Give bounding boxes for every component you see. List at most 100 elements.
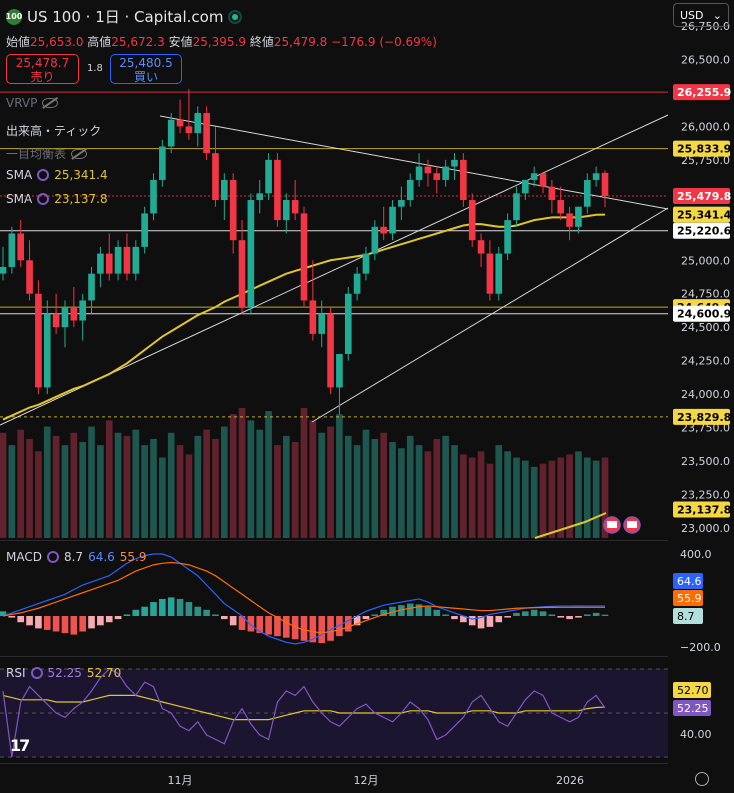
volume-bar [592,460,600,538]
price-label-bg [673,188,730,205]
price-tick-label: 26,500.0 [681,53,730,66]
candle-body [114,246,122,274]
macd-hist-bar [336,616,343,637]
macd-hist-bar [176,598,184,616]
macd-hist-bar [105,616,113,623]
price-label-bg [673,501,730,518]
pane-separator [0,763,668,764]
volume-bar [477,451,485,538]
sma2-label: SMA [6,192,33,206]
pane-separator[interactable] [0,540,668,541]
price-tick-label: 25,750.0 [681,154,730,167]
rsi-value: 52.25 [47,666,82,680]
pane-separator[interactable] [0,656,668,657]
volume-bar [61,445,69,538]
currency-select[interactable]: USD ⌄ [673,3,729,27]
volume-bar [583,457,591,538]
candle-body [150,179,157,214]
candle-body [203,113,210,154]
gear-icon[interactable] [695,772,709,786]
volume-bar [539,463,547,538]
candle-body [247,200,255,308]
settings-icon[interactable] [46,551,59,563]
macd-value: 64.6 [88,550,115,564]
volume-bar [159,457,166,538]
price-tick-label: 24,000.0 [681,388,730,401]
price-tick-label: 23,500.0 [681,455,730,468]
macd-hist-bar [114,616,122,620]
candle-body [460,159,467,201]
volume-bar [433,438,441,538]
macd-hist-bar [0,611,7,616]
sma-slow-line [534,512,607,539]
legend-macd[interactable]: MACD 8.7 64.6 55.9 [6,550,147,564]
legend-ichimoku[interactable]: 一目均衡表 [6,145,88,162]
sell-label: 売り [30,70,55,84]
candle-body [238,240,246,308]
sell-button[interactable]: 25,478.7 売り [6,54,79,84]
eye-hidden-icon[interactable] [42,98,59,108]
candle-body [105,253,113,274]
volume-bar [176,445,184,538]
candle-body [389,206,396,234]
candle-body [522,179,529,194]
candle-body [256,193,264,201]
volume-bar [52,435,60,538]
macd-hist-bar [238,616,246,630]
candle-body [530,173,538,180]
market-status-icon [228,9,243,24]
open-value: 25,653.0 [30,35,84,49]
volume-bar [468,457,476,538]
change-value: −176.9 (−0.69%) [331,35,437,49]
volume-bar [424,451,432,538]
price-tick-label: 24,250.0 [681,355,730,368]
macd-hist-bar [282,616,290,638]
volume-bar [291,442,299,538]
volume-bar [185,454,193,538]
candle-body [274,159,281,221]
symbol-row[interactable]: 100 US 100 · 1日 · Capital.com [6,6,243,27]
price-label-bg [673,408,730,425]
macd-hist-bar [167,597,175,616]
candle-body [185,126,193,134]
volume-bar [229,414,237,538]
candle-body [327,313,334,388]
macd-hist-bar [592,612,600,616]
time-axis-label: 12月 [354,774,379,787]
macd-hist-bar [583,614,591,616]
macd-hist-bar [43,616,51,630]
candle-body [344,293,352,354]
macd-hist-bar [132,609,140,616]
macd-hist-bar [530,609,538,616]
macd-hist-bar [451,616,458,620]
settings-icon[interactable] [37,193,50,205]
low-value: 25,395.9 [192,35,247,49]
candle-body [442,166,449,180]
volume-bar [238,408,246,538]
macd-hist-bar [17,616,25,623]
legend-rsi[interactable]: RSI 52.25 52.70 [6,666,121,680]
symbol-title[interactable]: US 100 · 1日 · Capital.com [27,8,224,26]
sma2-value: 23,137.8 [54,192,108,206]
settings-icon[interactable] [37,169,50,181]
eye-hidden-icon[interactable] [71,148,88,159]
macd-hist-value: 8.7 [63,550,84,564]
legend-sma-1[interactable]: SMA 25,341.4 [6,168,108,182]
buy-button[interactable]: 25,480.5 買い [110,54,182,84]
tradingview-logo-icon[interactable]: 17 [10,736,30,755]
legend-sma-2[interactable]: SMA 23,137.8 [6,192,108,206]
trend-line [159,115,669,210]
volume-bar [105,420,113,538]
legend-vrvp[interactable]: VRVP [6,96,59,110]
macd-signal-line [2,561,605,634]
candle-body [17,233,25,261]
price-label-text: 24,600.9 [677,308,731,321]
price-label-bg [673,206,730,223]
price-label-bg [673,140,730,157]
legend-volume[interactable]: 出来高・ティック [6,122,101,139]
symbol-icon: 100 [6,8,22,25]
settings-icon[interactable] [30,667,43,679]
candle-body [495,253,503,294]
candle-body [97,253,104,274]
